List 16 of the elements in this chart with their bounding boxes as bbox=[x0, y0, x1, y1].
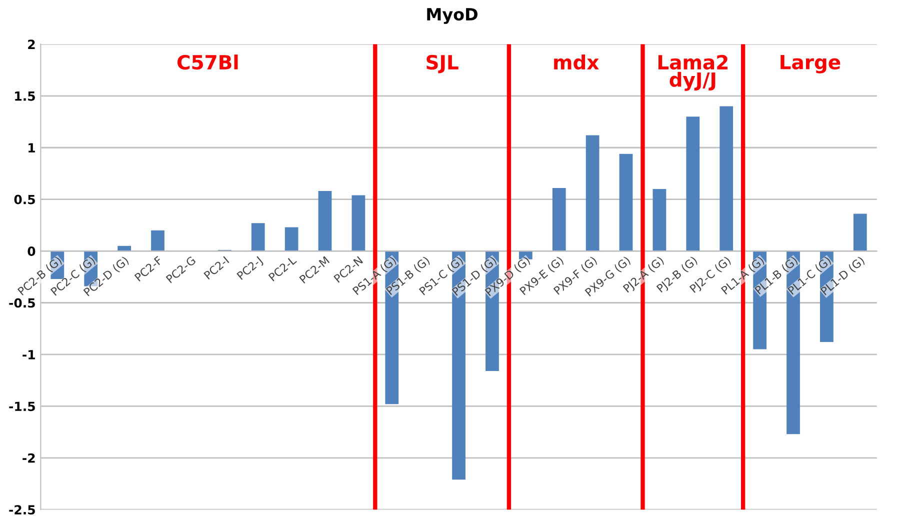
y-tick-label: -2.5 bbox=[9, 505, 35, 515]
annotation: mdx bbox=[554, 54, 599, 70]
y-tick-label: 0 bbox=[28, 246, 36, 256]
y-tick-label: 0.5 bbox=[14, 194, 35, 204]
y-tick-label: -0.5 bbox=[9, 298, 35, 308]
annotation: Large bbox=[780, 54, 840, 74]
chart-title: MyoD bbox=[427, 8, 478, 24]
y-tick-label: 1 bbox=[28, 143, 35, 152]
y-tick-label: -2 bbox=[22, 453, 35, 463]
y-tick-label: 1.5 bbox=[15, 92, 35, 101]
y-tick-label: -1.5 bbox=[9, 402, 35, 412]
annotation: Lama2 dyJ/J bbox=[658, 54, 728, 91]
y-tick-label: 2 bbox=[28, 40, 35, 49]
y-tick-label: -1 bbox=[22, 350, 35, 360]
annotation: C57Bl bbox=[177, 54, 238, 70]
annotation: SJL bbox=[426, 54, 458, 74]
